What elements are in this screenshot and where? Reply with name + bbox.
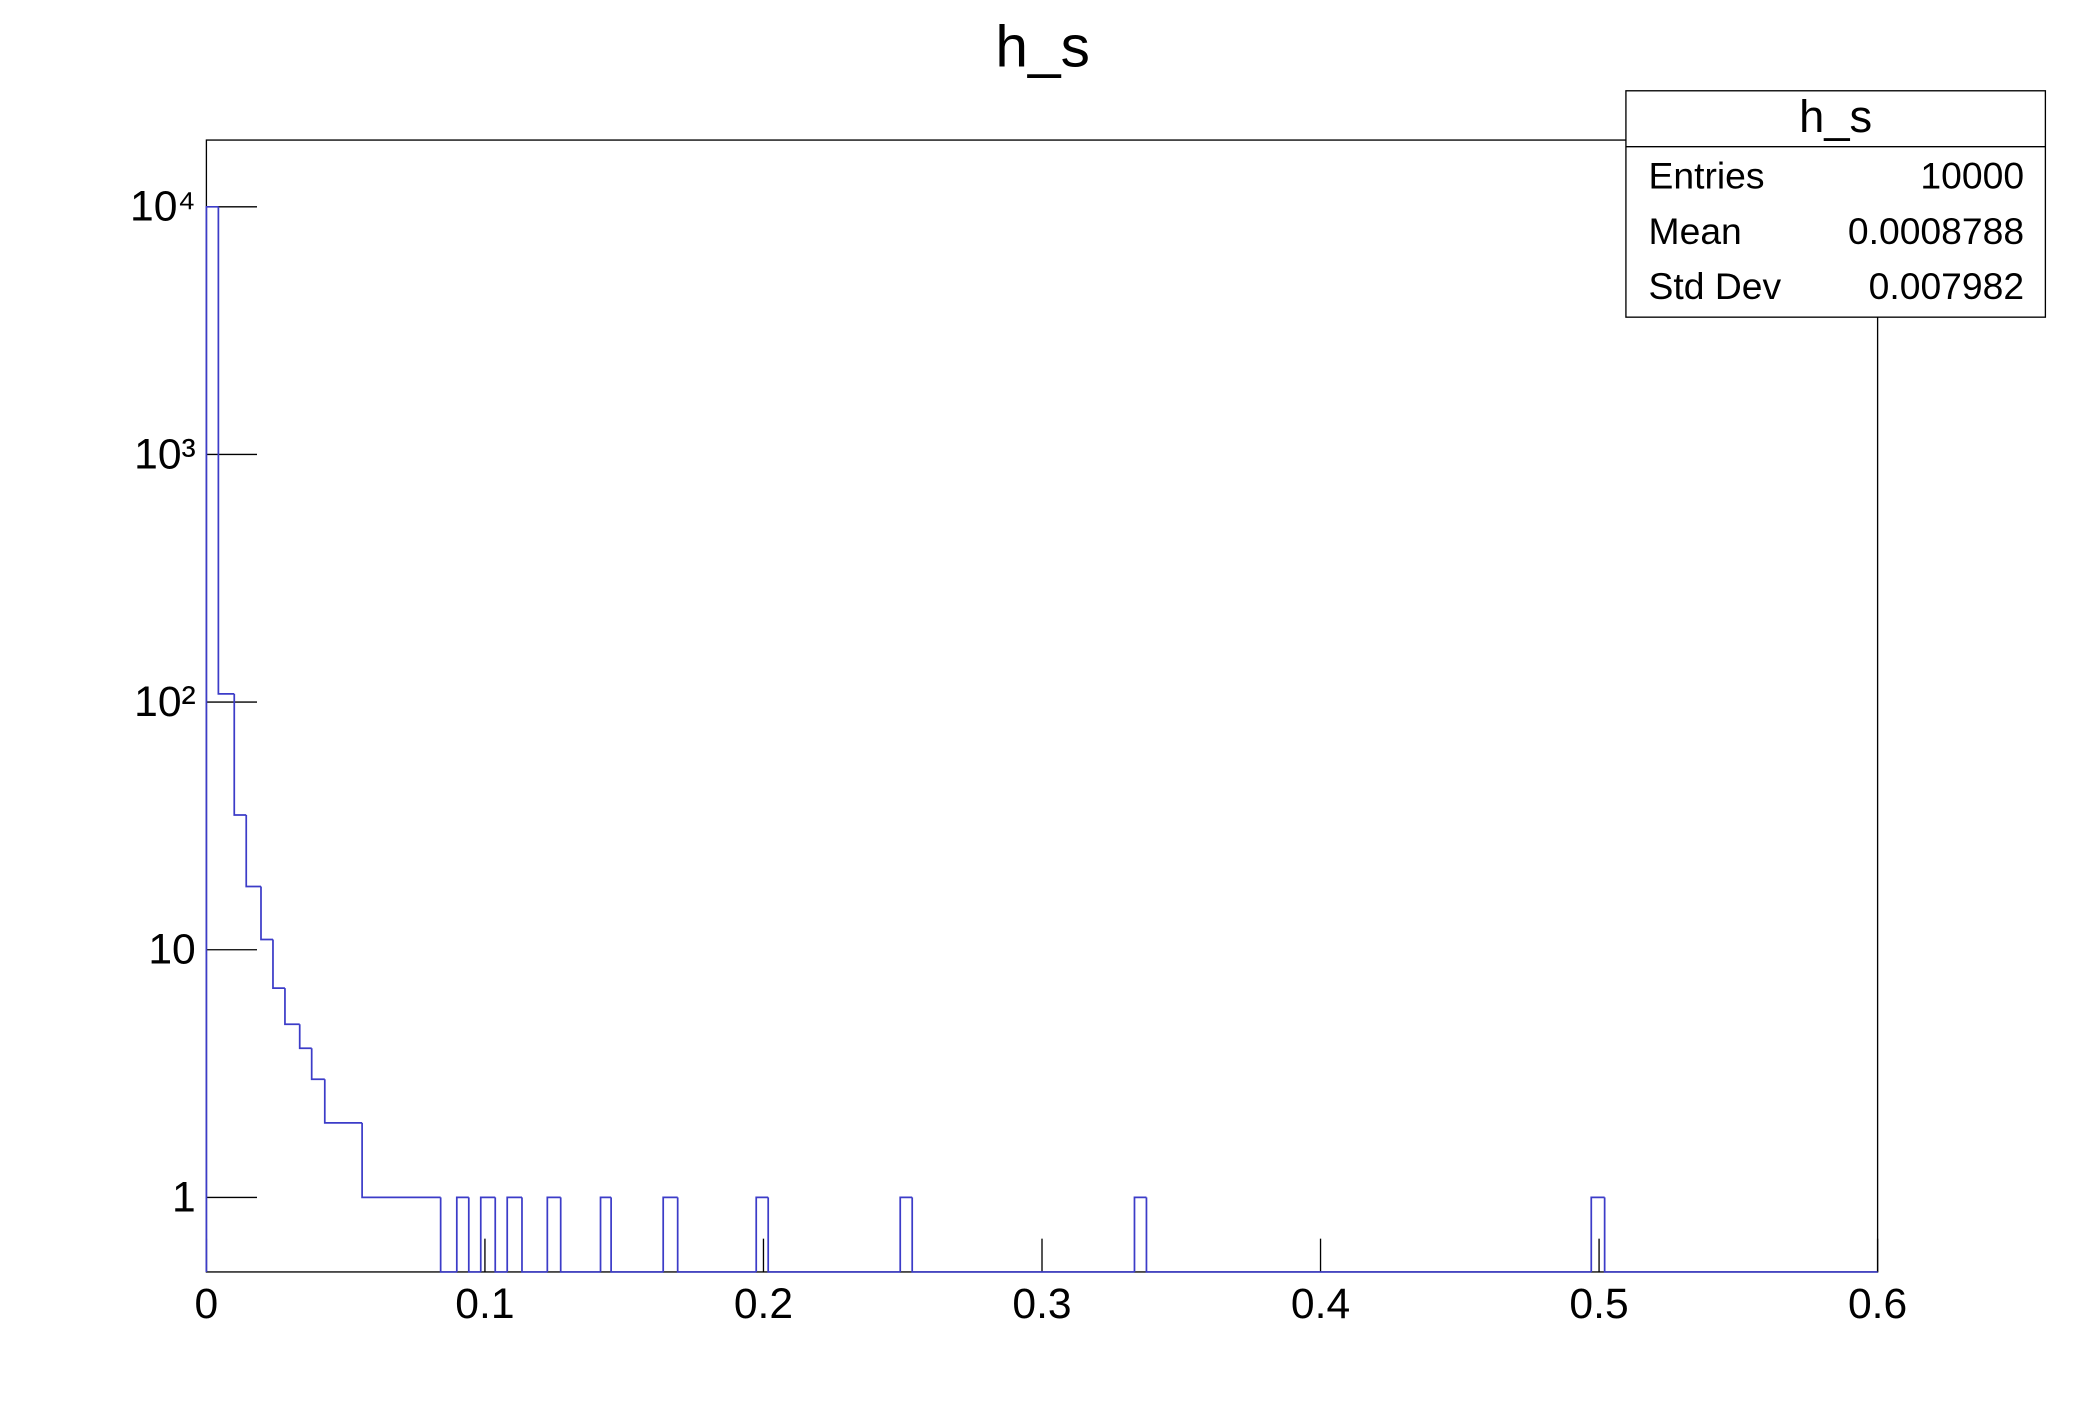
histogram-bin [205,205,219,1272]
histogram-bin [676,1197,757,1273]
y-tick-label: 1 [172,1173,196,1221]
histogram-bin [767,1197,901,1273]
y-tick-label: 10³ [134,430,196,478]
histogram-bin [284,988,300,1026]
histogram-bin [662,1196,678,1272]
histogram-bin [467,1197,481,1273]
histogram-bin [272,939,285,989]
histogram-bin [521,1197,548,1273]
histogram-bin [599,1196,612,1272]
x-tick-label: 0.3 [1012,1280,1071,1328]
histogram-bin [233,693,247,816]
histogram-bin [1145,1197,1592,1273]
histogram-bin [439,1197,457,1273]
stats-label: Entries [1649,155,1765,197]
histogram-bin [755,1196,769,1272]
histogram-bin [911,1197,1135,1273]
stats-value: 0.007982 [1869,265,2024,307]
histogram-bin [323,1079,363,1124]
x-tick-label: 0.6 [1848,1280,1907,1328]
y-tick-label: 10⁴ [130,183,196,231]
histogram-bin [1603,1197,1878,1273]
histogram-bin [310,1048,325,1081]
y-tick-label: 10 [148,926,195,974]
histogram-bin [298,1024,312,1050]
stats-box [1625,90,2047,318]
histogram-bin [455,1196,469,1272]
stats-value: 0.0008788 [1848,210,2024,252]
histogram-bin [479,1196,496,1272]
histogram-bin [1133,1196,1147,1272]
stats-value: 10000 [1920,155,2024,197]
x-tick-label: 0.2 [734,1280,793,1328]
histogram-bin [559,1197,601,1273]
histogram-bin [260,886,273,941]
x-tick-label: 0.4 [1291,1280,1350,1328]
x-tick-label: 0 [195,1280,219,1328]
histogram-bin [899,1196,913,1272]
y-tick-label: 10² [134,678,196,726]
stats-label: Std Dev [1649,265,1782,307]
histogram-bin [546,1196,561,1272]
x-tick-label: 0.1 [455,1280,514,1328]
histogram-bin [1590,1196,1605,1272]
histogram-bin [506,1196,522,1272]
histogram-bin [245,815,261,888]
stats-label: Mean [1649,210,1742,252]
histogram-bin [217,206,235,695]
chart-title: h_s [995,14,1089,79]
histogram-bin [610,1197,664,1273]
histogram-bin [361,1122,441,1199]
x-tick-label: 0.5 [1569,1280,1628,1328]
stats-title: h_s [1799,91,1872,142]
histogram-bin [494,1197,508,1273]
